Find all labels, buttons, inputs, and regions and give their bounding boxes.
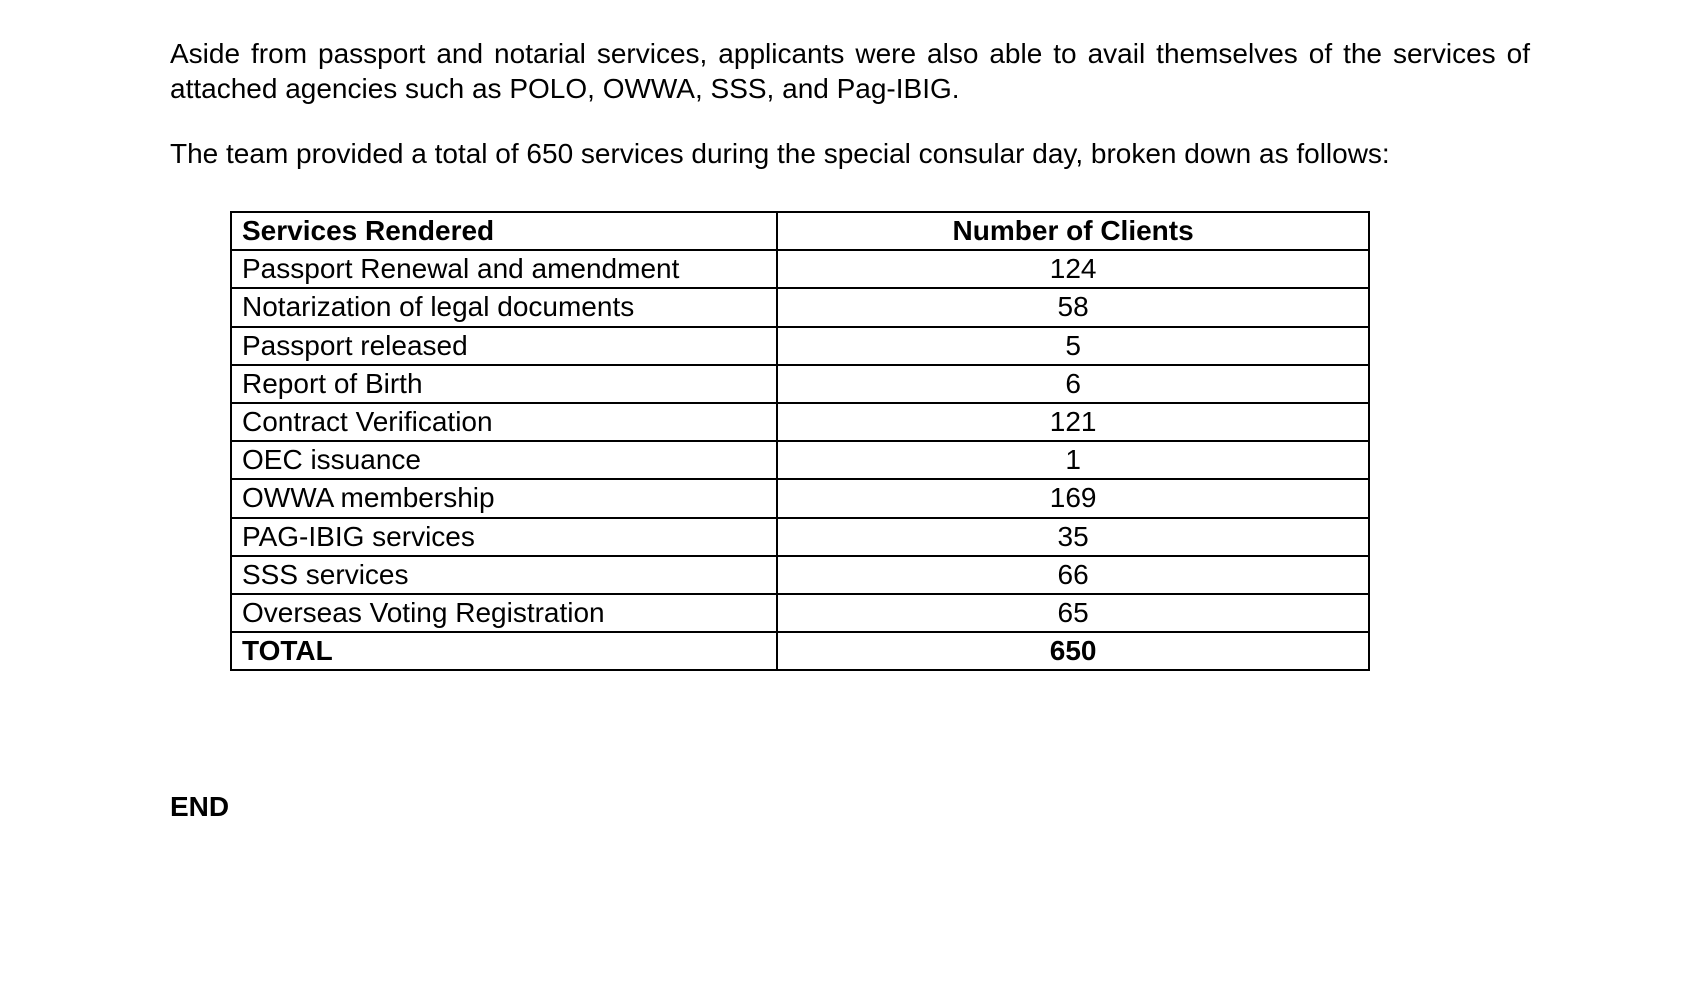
table-row: Contract Verification 121 [231,403,1369,441]
table-row: Passport Renewal and amendment 124 [231,250,1369,288]
cell-clients: 169 [777,479,1369,517]
paragraph-2: The team provided a total of 650 service… [170,136,1530,171]
cell-clients: 66 [777,556,1369,594]
table-row: Report of Birth 6 [231,365,1369,403]
cell-service: PAG-IBIG services [231,518,777,556]
cell-total-value: 650 [777,632,1369,670]
cell-service: OEC issuance [231,441,777,479]
table-header-row: Services Rendered Number of Clients [231,212,1369,250]
document-page: Aside from passport and notarial service… [0,0,1700,998]
table-total-row: TOTAL 650 [231,632,1369,670]
table-row: OWWA membership 169 [231,479,1369,517]
cell-clients: 121 [777,403,1369,441]
cell-clients: 65 [777,594,1369,632]
cell-clients: 6 [777,365,1369,403]
cell-clients: 58 [777,288,1369,326]
cell-service: Contract Verification [231,403,777,441]
cell-service: OWWA membership [231,479,777,517]
services-table: Services Rendered Number of Clients Pass… [230,211,1370,671]
table-row: PAG-IBIG services 35 [231,518,1369,556]
cell-clients: 124 [777,250,1369,288]
cell-service: Passport Renewal and amendment [231,250,777,288]
paragraph-1: Aside from passport and notarial service… [170,36,1530,106]
table-row: SSS services 66 [231,556,1369,594]
table-row: Passport released 5 [231,327,1369,365]
cell-service: Overseas Voting Registration [231,594,777,632]
table-row: Overseas Voting Registration 65 [231,594,1369,632]
cell-service: Passport released [231,327,777,365]
table-row: Notarization of legal documents 58 [231,288,1369,326]
cell-clients: 1 [777,441,1369,479]
cell-service: Report of Birth [231,365,777,403]
cell-service: Notarization of legal documents [231,288,777,326]
table-row: OEC issuance 1 [231,441,1369,479]
services-table-wrap: Services Rendered Number of Clients Pass… [230,211,1370,671]
cell-service: SSS services [231,556,777,594]
cell-clients: 35 [777,518,1369,556]
header-clients: Number of Clients [777,212,1369,250]
cell-total-label: TOTAL [231,632,777,670]
end-label: END [170,791,1530,823]
header-services: Services Rendered [231,212,777,250]
cell-clients: 5 [777,327,1369,365]
